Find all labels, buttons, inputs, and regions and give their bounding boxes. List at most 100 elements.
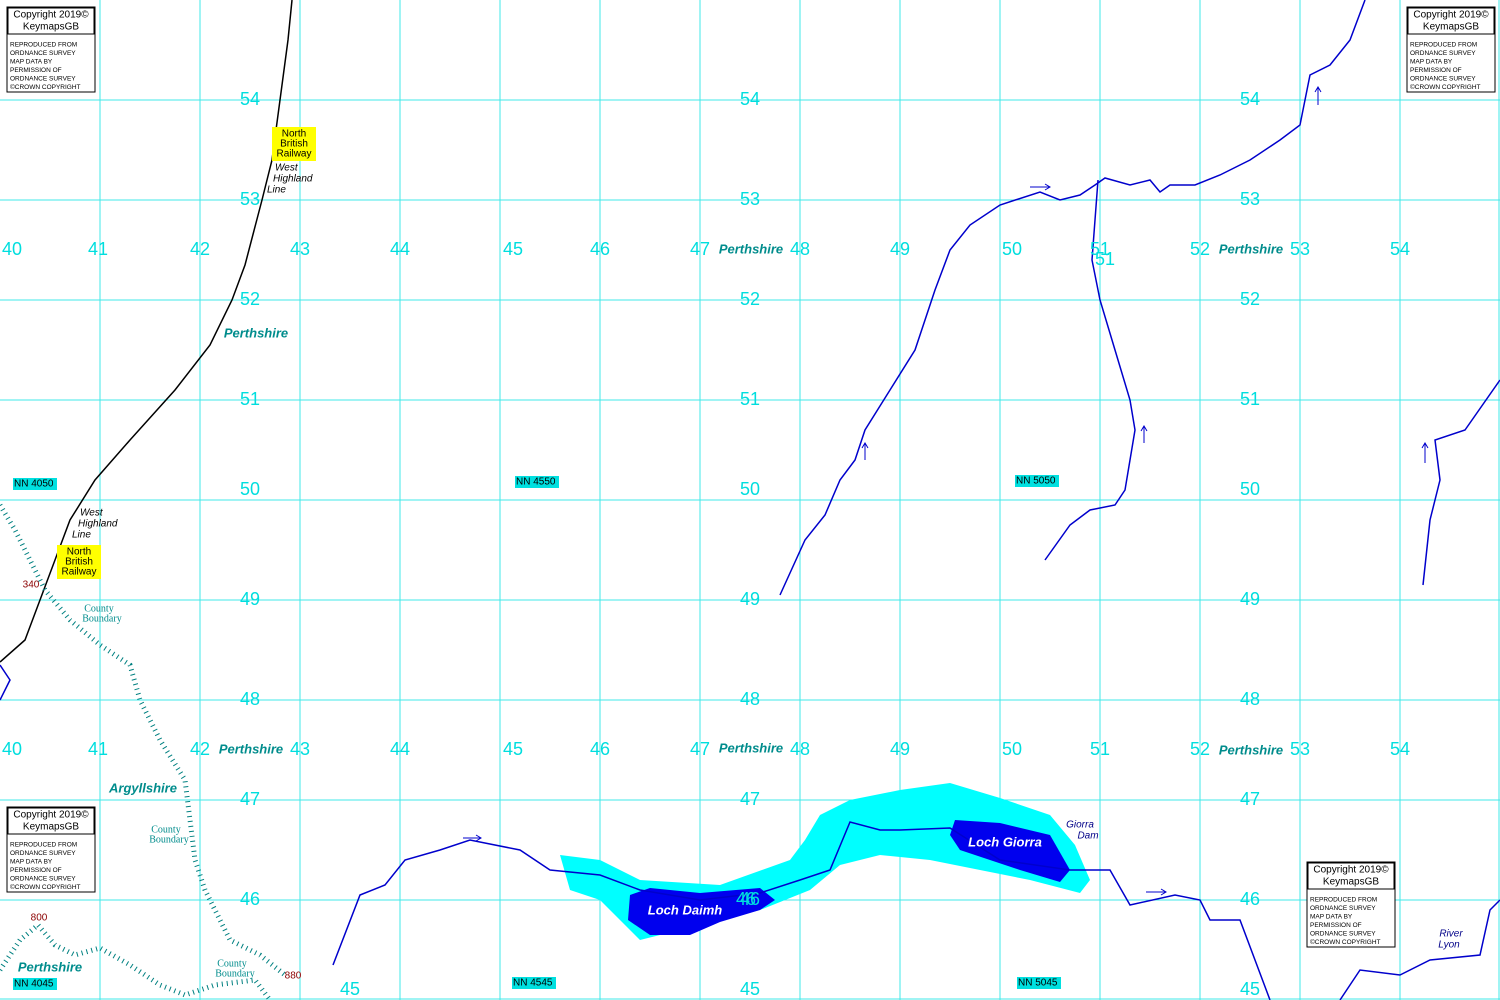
northing-label: 48 xyxy=(1240,689,1260,709)
easting-label: 51 xyxy=(1095,249,1115,269)
loch-giorra xyxy=(950,820,1070,882)
tile-ref-box xyxy=(13,478,57,490)
copyright-notice: ORDNANCE SURVEY xyxy=(1410,50,1476,57)
northing-label: 53 xyxy=(740,189,760,209)
copyright-notice: ©CROWN COPYRIGHT xyxy=(1310,938,1381,946)
railway-label-box xyxy=(57,545,101,579)
northing-label: 52 xyxy=(740,289,760,309)
northing-label: 46 xyxy=(740,889,760,909)
river-label: Lyon xyxy=(1438,940,1460,951)
spot-height: 880 xyxy=(285,971,302,982)
northing-label: 50 xyxy=(1240,479,1260,499)
railway-label: British xyxy=(280,139,308,150)
loch-name: Loch Giorra xyxy=(968,834,1042,849)
railway-label: North xyxy=(67,547,91,558)
copyright-notice: MAP DATA BY xyxy=(1410,59,1453,66)
easting-label: 50 xyxy=(1002,739,1022,759)
easting-label: 46 xyxy=(590,739,610,759)
northing-label: 47 xyxy=(240,789,260,809)
northing-label: 48 xyxy=(240,689,260,709)
easting-label: 48 xyxy=(790,739,810,759)
river xyxy=(332,821,1271,1000)
copyright-notice: MAP DATA BY xyxy=(1310,914,1353,921)
loch-daimh xyxy=(628,888,775,935)
line-label: West xyxy=(80,508,104,519)
copyright-notice: ©CROWN COPYRIGHT xyxy=(1410,83,1481,91)
copyright-box-head xyxy=(7,7,95,35)
northing-label: 52 xyxy=(1240,289,1260,309)
northing-label: 51 xyxy=(240,389,260,409)
easting-label: 44 xyxy=(390,739,410,759)
river xyxy=(1422,379,1500,586)
copyright-notice: REPRODUCED FROM xyxy=(1310,897,1377,904)
tile-ref: NN 4550 xyxy=(516,477,556,488)
copyright-subtitle: KeymapsGB xyxy=(1323,877,1379,888)
railway-label: British xyxy=(65,557,93,568)
northing-label: 49 xyxy=(240,589,260,609)
boundary-label: Boundary xyxy=(149,834,188,845)
copyright-box-head xyxy=(1407,7,1495,35)
easting-label: 51 xyxy=(1090,739,1110,759)
river xyxy=(1044,179,1136,561)
easting-label: 54 xyxy=(1390,239,1410,259)
loch-name: Loch Daimh xyxy=(648,902,722,917)
county-label: Perthshire xyxy=(219,741,283,756)
county-label: Perthshire xyxy=(224,325,288,340)
copyright-box xyxy=(1306,861,1396,948)
copyright-notice: PERMISSION OF xyxy=(1310,922,1362,929)
railway xyxy=(0,0,293,663)
northing-label: 46 xyxy=(736,889,756,909)
boundary-label: Boundary xyxy=(82,613,121,624)
northing-label: 53 xyxy=(1240,189,1260,209)
copyright-notice: ORDNANCE SURVEY xyxy=(10,50,76,57)
dam-label: Giorra xyxy=(1066,820,1094,831)
northing-label: 49 xyxy=(740,589,760,609)
easting-label: 45 xyxy=(503,739,523,759)
labels: 40 41 42 43 44 45 46 47 48 49 50 51 52 53 54 40 41 42 43 44… xyxy=(2,6,1496,999)
boundary-line xyxy=(0,921,272,1000)
county-label: Argyllshire xyxy=(108,780,177,795)
dam-label: Dam xyxy=(1077,831,1098,842)
line-label: West xyxy=(275,163,299,174)
railway-label: Railway xyxy=(276,149,311,160)
easting-label: 40 xyxy=(2,239,22,259)
boundary-label: County xyxy=(217,958,246,969)
tile-ref: NN 5050 xyxy=(1016,476,1056,487)
copyright-notice: MAP DATA BY xyxy=(10,59,53,66)
spot-height: 340 xyxy=(23,580,40,591)
tile-ref-box xyxy=(515,476,559,488)
northing-label: 47 xyxy=(740,789,760,809)
river xyxy=(1339,899,1500,1000)
copyright-box xyxy=(1406,6,1496,93)
county-label: Perthshire xyxy=(719,241,783,256)
tile-ref: NN 4045 xyxy=(14,979,54,990)
river xyxy=(0,664,11,701)
easting-label: 50 xyxy=(1002,239,1022,259)
tile-ref-box xyxy=(1017,977,1061,989)
northing-label: 53 xyxy=(240,189,260,209)
county-label: Perthshire xyxy=(18,959,82,974)
easting-label: 53 xyxy=(1290,739,1310,759)
easting-label: 46 xyxy=(590,239,610,259)
tile-ref: NN 4545 xyxy=(513,978,553,989)
copyright-box-head xyxy=(1307,862,1395,890)
line-label: Highland xyxy=(273,174,313,185)
river-label: River xyxy=(1439,929,1463,940)
northing-label: 54 xyxy=(240,89,260,109)
copyright-notice: ORDNANCE SURVEY xyxy=(1410,76,1476,83)
copyright-box xyxy=(6,806,96,893)
copyright-notice: REPRODUCED FROM xyxy=(10,842,77,849)
boundary-line xyxy=(0,503,287,977)
easting-label: 53 xyxy=(1290,239,1310,259)
northing-label: 52 xyxy=(240,289,260,309)
northing-label: 45 xyxy=(1240,979,1260,999)
copyright-notice: REPRODUCED FROM xyxy=(1410,42,1477,49)
copyright-notice: ORDNANCE SURVEY xyxy=(10,850,76,857)
line-label: Line xyxy=(72,530,91,541)
easting-label: 44 xyxy=(390,239,410,259)
easting-label: 48 xyxy=(790,239,810,259)
railway-label-box xyxy=(272,127,316,161)
line-label: Highland xyxy=(78,519,118,530)
